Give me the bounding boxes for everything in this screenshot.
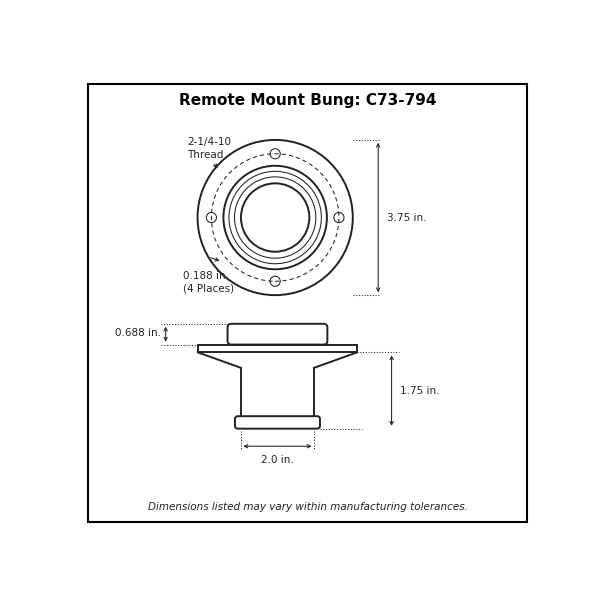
Text: 3.75 in.: 3.75 in. [386, 212, 426, 223]
FancyBboxPatch shape [235, 416, 320, 428]
Bar [198, 344, 357, 352]
Text: 0.188 in.
(4 Places): 0.188 in. (4 Places) [183, 271, 234, 293]
Text: 0.688 in.: 0.688 in. [115, 328, 161, 338]
Text: Dimensions listed may vary within manufacturing tolerances.: Dimensions listed may vary within manufa… [148, 502, 467, 512]
FancyBboxPatch shape [227, 324, 328, 344]
Text: Remote Mount Bung: C73-794: Remote Mount Bung: C73-794 [179, 93, 436, 108]
Text: 2-1/4-10
Thread: 2-1/4-10 Thread [187, 137, 232, 160]
Text: 1.75 in.: 1.75 in. [400, 386, 439, 395]
Text: 2.0 in.: 2.0 in. [261, 455, 294, 464]
